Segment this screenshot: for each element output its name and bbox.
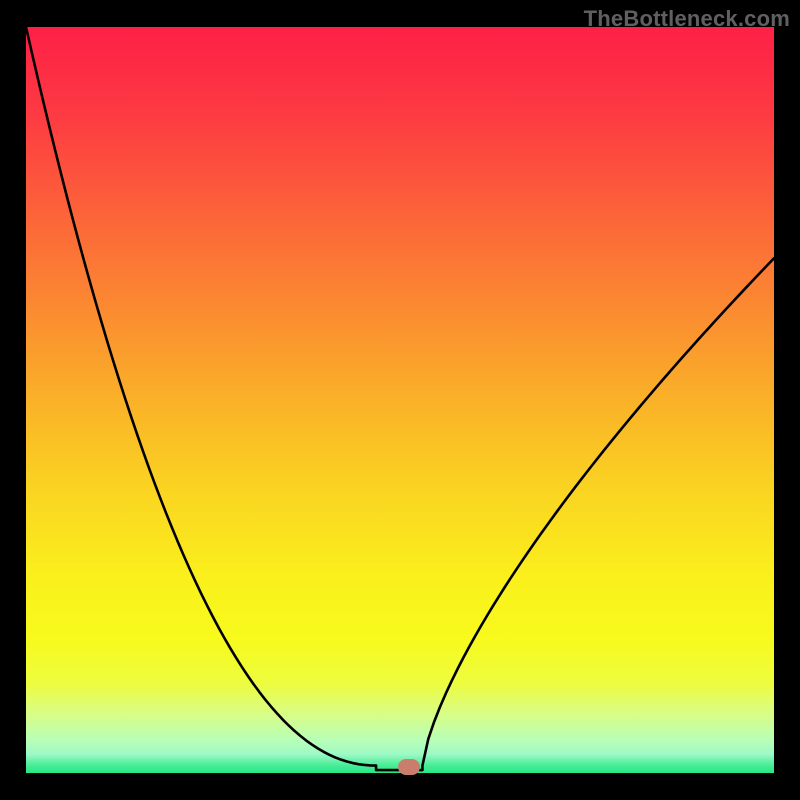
curve-svg [26,27,774,773]
plot-area [26,27,774,773]
chart-container: TheBottleneck.com [0,0,800,800]
watermark-text: TheBottleneck.com [584,6,790,32]
optimum-marker [398,759,420,775]
bottleneck-curve [26,27,774,770]
